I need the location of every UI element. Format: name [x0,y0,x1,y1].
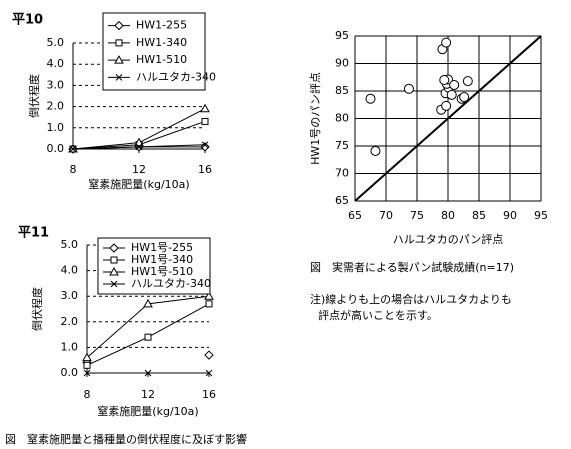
y-tick-label: 5.0 [47,36,65,49]
note: 評点が高いことを示す。 [318,308,438,322]
chart-title: 平11 [18,226,49,241]
y-tick-label: 5.0 [61,238,79,251]
y-axis-label: HW1号のパン評点 [308,72,322,165]
y-tick-label: 1.0 [47,121,65,134]
y-tick-label: 4.0 [47,57,65,70]
legend-label: ハルユタカ-340 [136,70,216,83]
x-tick-label: 65 [348,209,362,222]
legend-label: HW1号-510 [131,265,193,278]
point [439,75,450,85]
point [441,37,452,48]
marker [69,145,77,153]
legend-label: HW1号-255 [131,241,193,254]
x-tick-label: 95 [534,209,548,222]
marker [144,369,152,377]
marker [110,280,118,288]
x-tick-label: 12 [141,388,155,401]
chart-title: 平10 [12,13,43,28]
marker [115,74,123,81]
marker [115,39,123,47]
y-tick-label: 0.0 [47,142,65,155]
legend-label: ハルユタカ-340 [131,277,211,290]
marker [144,333,152,341]
x-tick-label: 90 [503,209,517,222]
marker [205,300,213,308]
marker-stroke [205,369,213,377]
y-tick-label: 65 [335,194,349,207]
y-tick-label: 4.0 [61,264,79,277]
y-tick-label: 95 [335,29,349,42]
reference-line [354,35,542,202]
marker-stroke [115,74,123,81]
legend-label: HW1-255 [136,19,187,32]
x-tick-label: 16 [198,163,212,176]
marker [110,256,118,264]
y-tick-label: 90 [335,57,349,70]
x-axis-label: 窒素施肥量(kg/10a) [88,177,189,191]
point [370,145,381,156]
y-tick-label: 1.0 [61,340,79,353]
y-tick-label: 70 [335,167,349,180]
y-tick-label: 2.0 [61,315,79,328]
marker-stroke [144,369,152,377]
note: 注)線よりも上の場合はハルユタカよりも [310,292,512,306]
marker-stroke [201,141,209,149]
x-axis-label: ハルユタカのパン評点 [393,232,504,246]
x-tick-label: 85 [472,209,486,222]
x-axis-label: 窒素施肥量(kg/10a) [97,404,198,418]
point [449,79,460,90]
marker [143,298,153,308]
point [459,92,470,103]
y-tick-label: 85 [335,84,349,97]
point [462,76,473,87]
y-axis-label: 倒伏程度 [30,287,44,331]
y-tick-label: 80 [335,112,349,125]
y-axis-label: 倒伏程度 [27,74,41,118]
point [365,93,376,104]
y-tick-label: 75 [335,139,349,152]
marker [205,369,213,377]
y-tick-label: 0.0 [61,366,79,379]
y-tick-label: 2.0 [47,100,65,113]
marker [201,117,209,125]
marker-stroke [135,143,143,151]
marker [204,350,214,360]
marker [204,291,214,300]
x-tick-label: 80 [441,209,455,222]
caption: 図 窒素施肥量と播種量の倒伏程度に及ぼす影響 [5,432,247,446]
marker-stroke [110,280,118,288]
caption: 図 実需者による製パン試験成績(n=17) [310,260,514,274]
x-tick-label: 8 [84,388,91,401]
marker-stroke [83,369,91,377]
y-tick-label: 3.0 [61,289,79,302]
marker [109,266,119,276]
point [403,83,414,94]
marker [83,369,91,377]
marker [114,55,124,64]
x-tick-label: 75 [410,209,424,222]
y-tick-label: 3.0 [47,78,65,91]
point [446,89,457,100]
point [441,100,452,111]
marker [114,20,124,31]
legend-label: HW1号-340 [131,253,193,266]
marker [83,361,91,369]
x-tick-label: 12 [132,163,146,176]
marker [200,103,210,113]
legend-label: HW1-340 [136,36,187,49]
marker [134,137,144,147]
x-tick-label: 16 [202,388,216,401]
x-tick-label: 70 [379,209,393,222]
legend-label: HW1-510 [136,53,187,66]
marker [109,243,119,253]
marker [135,143,143,151]
marker [82,352,92,362]
x-tick-label: 8 [70,163,77,176]
marker [201,141,209,149]
marker-stroke [69,145,77,153]
